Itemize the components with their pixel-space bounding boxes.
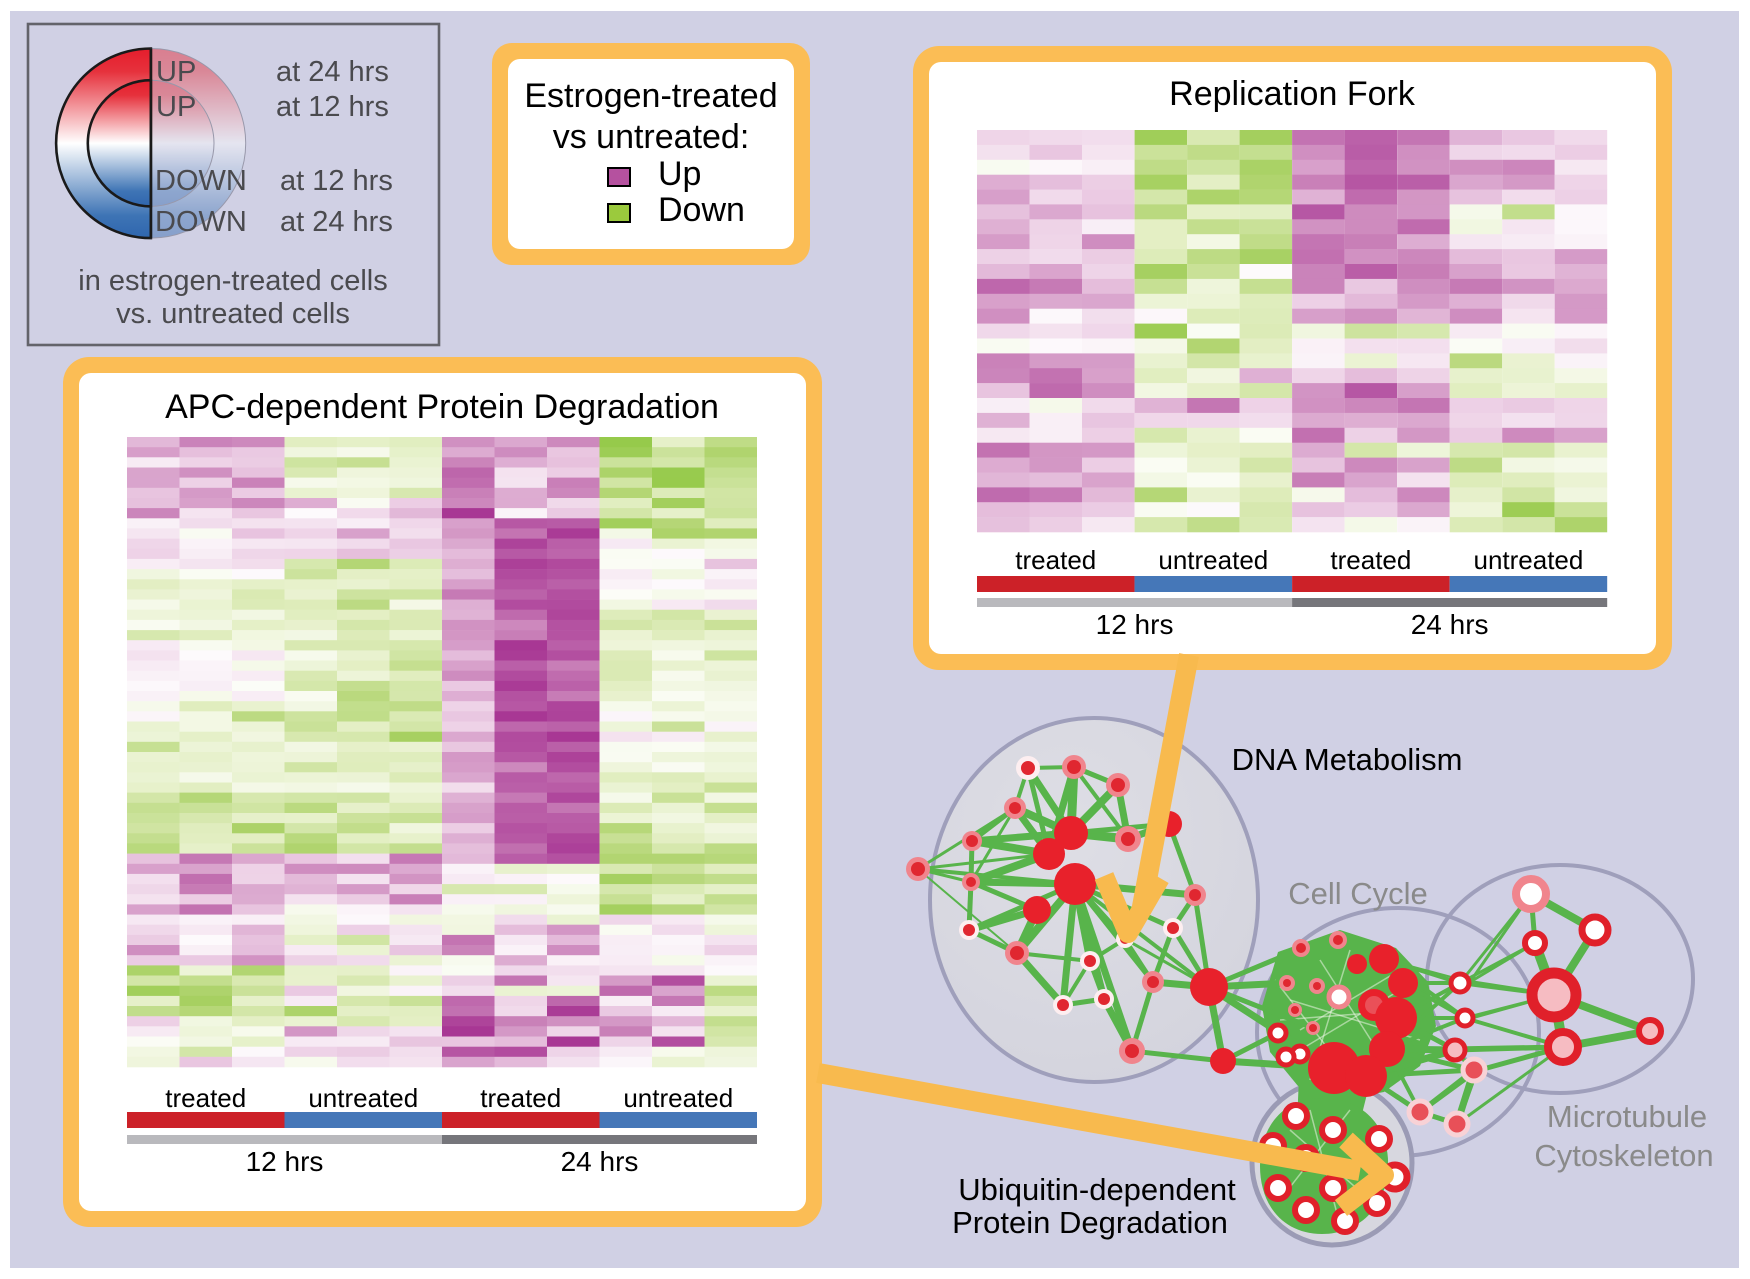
svg-text:24 hrs: 24 hrs	[561, 1146, 639, 1177]
svg-text:12 hrs: 12 hrs	[246, 1146, 324, 1177]
svg-text:Ubiquitin-dependent: Ubiquitin-dependent	[958, 1172, 1236, 1207]
svg-text:12 hrs: 12 hrs	[1096, 609, 1174, 640]
svg-text:treated: treated	[480, 1083, 561, 1113]
svg-text:at 24 hrs: at 24 hrs	[280, 206, 393, 238]
svg-text:vs untreated:: vs untreated:	[553, 118, 750, 156]
svg-text:Protein Degradation: Protein Degradation	[952, 1205, 1228, 1240]
svg-text:Replication Fork: Replication Fork	[1169, 75, 1416, 113]
svg-text:Microtubule: Microtubule	[1547, 1099, 1707, 1134]
svg-text:Estrogen-treated: Estrogen-treated	[524, 77, 777, 115]
svg-text:DNA Metabolism: DNA Metabolism	[1232, 742, 1463, 777]
svg-text:treated: treated	[1330, 545, 1411, 575]
svg-text:treated: treated	[1015, 545, 1096, 575]
svg-text:at 24 hrs: at 24 hrs	[276, 56, 389, 88]
svg-text:Down: Down	[658, 191, 745, 229]
svg-text:treated: treated	[165, 1083, 246, 1113]
svg-text:DOWN: DOWN	[155, 165, 247, 197]
svg-text:untreated: untreated	[1158, 545, 1268, 575]
svg-text:Cytoskeleton: Cytoskeleton	[1534, 1138, 1713, 1173]
svg-text:at 12 hrs: at 12 hrs	[276, 91, 389, 123]
svg-text:Cell Cycle: Cell Cycle	[1288, 876, 1428, 911]
svg-text:APC-dependent Protein Degradat: APC-dependent Protein Degradation	[165, 388, 719, 426]
svg-text:in estrogen-treated cells: in estrogen-treated cells	[78, 265, 388, 297]
svg-text:untreated: untreated	[308, 1083, 418, 1113]
svg-text:at 12 hrs: at 12 hrs	[280, 165, 393, 197]
svg-text:24 hrs: 24 hrs	[1411, 609, 1489, 640]
svg-text:untreated: untreated	[623, 1083, 733, 1113]
svg-text:UP: UP	[156, 56, 196, 88]
svg-text:DOWN: DOWN	[155, 206, 247, 238]
svg-text:UP: UP	[156, 91, 196, 123]
svg-text:vs. untreated cells: vs. untreated cells	[116, 298, 350, 330]
svg-text:Up: Up	[658, 155, 701, 193]
svg-text:untreated: untreated	[1473, 545, 1583, 575]
